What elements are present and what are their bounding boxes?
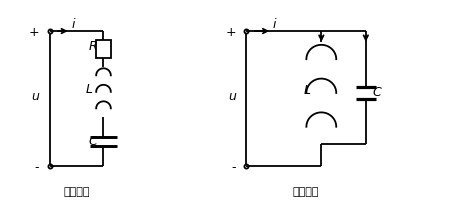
- Text: i: i: [272, 18, 276, 31]
- Text: u: u: [228, 89, 236, 102]
- Bar: [96, 41, 111, 59]
- Text: 并联谐振: 并联谐振: [293, 186, 319, 196]
- Text: L: L: [86, 82, 93, 95]
- Text: C: C: [373, 86, 382, 99]
- Text: u: u: [31, 89, 39, 102]
- Text: +: +: [226, 26, 236, 38]
- Text: -: -: [232, 160, 236, 173]
- Text: -: -: [35, 160, 39, 173]
- Text: +: +: [29, 26, 39, 38]
- Text: L: L: [303, 84, 310, 96]
- Text: C: C: [89, 134, 97, 147]
- Text: R: R: [89, 40, 97, 53]
- Text: 串联谐振: 串联谐振: [64, 186, 90, 196]
- Text: i: i: [72, 18, 75, 31]
